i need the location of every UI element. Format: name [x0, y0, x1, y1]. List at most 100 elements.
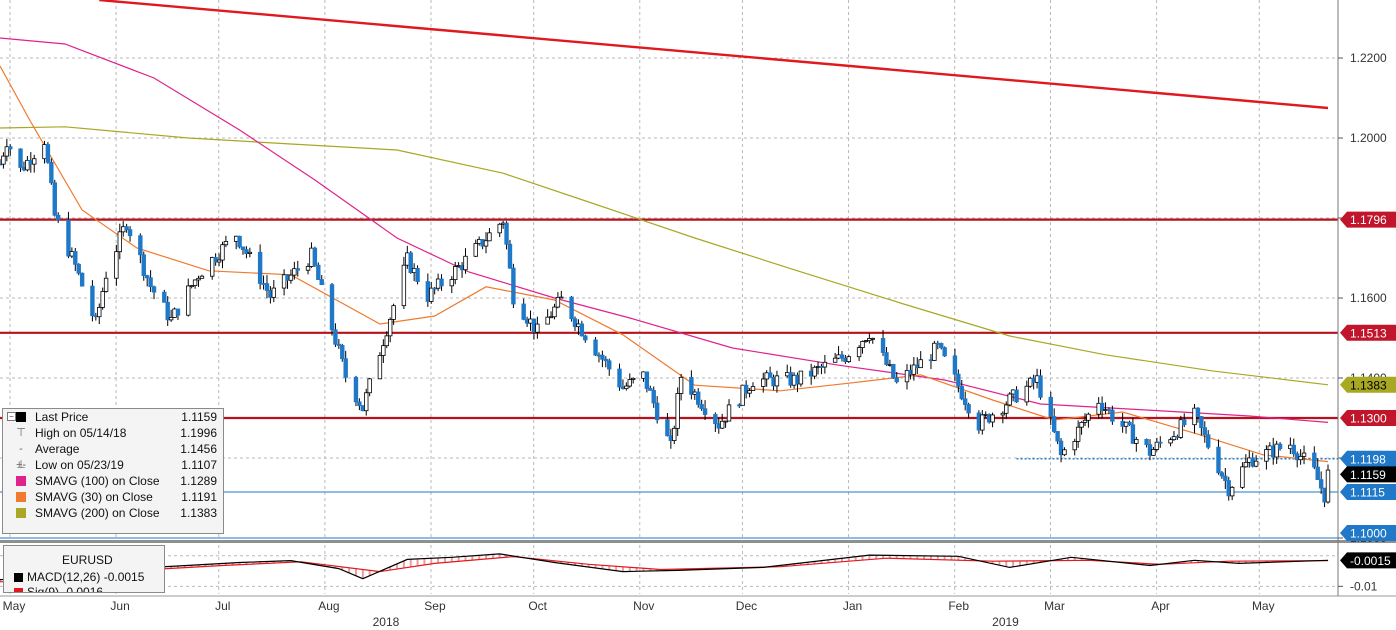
candle-body	[956, 373, 961, 387]
candle-body	[25, 159, 30, 171]
candle-body	[223, 241, 229, 246]
candle-body	[1178, 419, 1184, 438]
candle-body	[990, 414, 995, 423]
candle-body	[1199, 416, 1204, 429]
month-label: Aug	[318, 599, 339, 613]
candle-body	[980, 414, 985, 431]
candle-body	[55, 214, 61, 221]
candle-body	[630, 377, 636, 380]
price-tag-label: 1.1383	[1350, 378, 1387, 392]
candle-body	[1195, 407, 1201, 417]
candle-body	[449, 279, 454, 287]
month-label: May	[3, 599, 26, 613]
candle-body	[1000, 412, 1006, 416]
candle-body	[381, 345, 386, 356]
candle-body	[1151, 449, 1156, 456]
candle-body	[603, 358, 609, 362]
legend-row-high: ⊤ High on 05/14/18 1.1996	[16, 426, 217, 440]
price-tag-shape	[1340, 324, 1396, 341]
candle-body	[415, 268, 420, 282]
candle-body	[439, 278, 444, 287]
year-label: 2018	[373, 615, 400, 629]
candle-body	[1086, 413, 1091, 421]
candle-body	[552, 306, 557, 318]
candle-body	[1243, 461, 1249, 468]
candle-body	[535, 323, 540, 333]
candle-body	[932, 342, 937, 361]
candle-body	[1079, 421, 1084, 428]
candle-body	[1058, 440, 1064, 456]
price-tag: 1.1115	[1340, 484, 1396, 500]
candle-body	[545, 316, 550, 325]
month-label: Jan	[843, 599, 862, 613]
candle-body	[880, 337, 886, 353]
candle-body	[856, 347, 862, 358]
price-tag-label: 1.1000	[1350, 527, 1387, 541]
support-resistance-levels	[0, 218, 1338, 539]
candle-body	[713, 414, 718, 425]
candle-body	[138, 235, 143, 256]
macd-legend-row-signal: Sig(9) -0.0016	[14, 585, 103, 592]
candle-body	[767, 372, 773, 378]
candle-body	[723, 420, 728, 423]
candle-body	[1240, 466, 1245, 488]
candle-body	[959, 386, 964, 400]
candle-body	[1099, 402, 1105, 411]
candle-body	[761, 378, 766, 387]
price-tag-shape	[1340, 484, 1396, 500]
month-label: Jun	[110, 599, 129, 613]
candle-body	[559, 296, 564, 299]
legend-swatch	[16, 412, 26, 422]
candle-body	[333, 329, 338, 345]
candle-body	[822, 361, 828, 368]
candle-body	[511, 267, 516, 305]
candle-body	[353, 376, 359, 403]
candle-body	[1048, 396, 1053, 417]
candle-body	[1062, 449, 1067, 456]
candle-body	[507, 243, 513, 269]
price-grid	[0, 0, 1396, 597]
candle-body	[79, 272, 85, 287]
price-legend: − Last Price 1.1159 ⊤ High on 05/14/18 1.19…	[2, 408, 224, 534]
candle-body	[453, 266, 458, 281]
candle-body	[1182, 419, 1187, 426]
candle-body	[343, 358, 348, 378]
candle-body	[966, 404, 971, 414]
low-marker-icon: ⊥	[16, 459, 26, 471]
macd-legend-title: EURUSD	[62, 553, 113, 567]
candle-body	[884, 352, 889, 365]
candle-body	[747, 390, 752, 394]
candle-body	[295, 268, 300, 271]
candle-body	[8, 146, 13, 150]
candle-body	[1072, 440, 1077, 451]
candle-body	[264, 283, 270, 291]
candle-body	[891, 364, 896, 379]
candle-body	[497, 223, 502, 234]
candle-body	[665, 419, 670, 437]
candle-body	[384, 335, 389, 347]
candle-body	[1291, 444, 1296, 455]
candle-body	[483, 240, 489, 247]
candle-body	[196, 277, 201, 281]
candle-body	[357, 401, 362, 406]
candle-body	[288, 274, 294, 281]
collapse-icon[interactable]: −	[7, 412, 16, 421]
candle-body	[192, 279, 198, 286]
candle-body	[175, 308, 181, 316]
candle-body	[49, 161, 54, 184]
month-label: Jul	[215, 599, 230, 613]
candle-body	[939, 343, 944, 349]
candle-body	[555, 296, 561, 308]
price-tag-label: 1.1198	[1350, 452, 1386, 466]
candle-body	[1171, 436, 1177, 441]
price-tag: 1.1198	[1340, 450, 1396, 467]
candle-body	[144, 275, 150, 279]
candle-body	[504, 222, 509, 245]
candle-body	[127, 229, 133, 237]
price-tag-shape	[1340, 552, 1396, 569]
candle-body	[1318, 479, 1324, 489]
candle-body	[1024, 385, 1030, 403]
candle-body	[100, 291, 105, 308]
candle-body	[124, 226, 129, 231]
